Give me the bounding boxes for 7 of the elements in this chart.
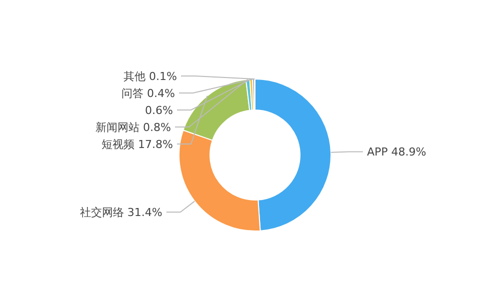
slice-label: 短视频 17.8%: [102, 138, 173, 151]
slice-label: APP 48.9%: [366, 146, 426, 159]
data-label: 0.6%: [145, 104, 173, 117]
slice-label: 问答 0.4%: [122, 86, 175, 100]
slice-label: 新闻网站 0.8%: [96, 120, 171, 134]
slice-label: 社交网络 31.4%: [80, 206, 162, 219]
slice-label: 其他 0.1%: [124, 70, 177, 83]
